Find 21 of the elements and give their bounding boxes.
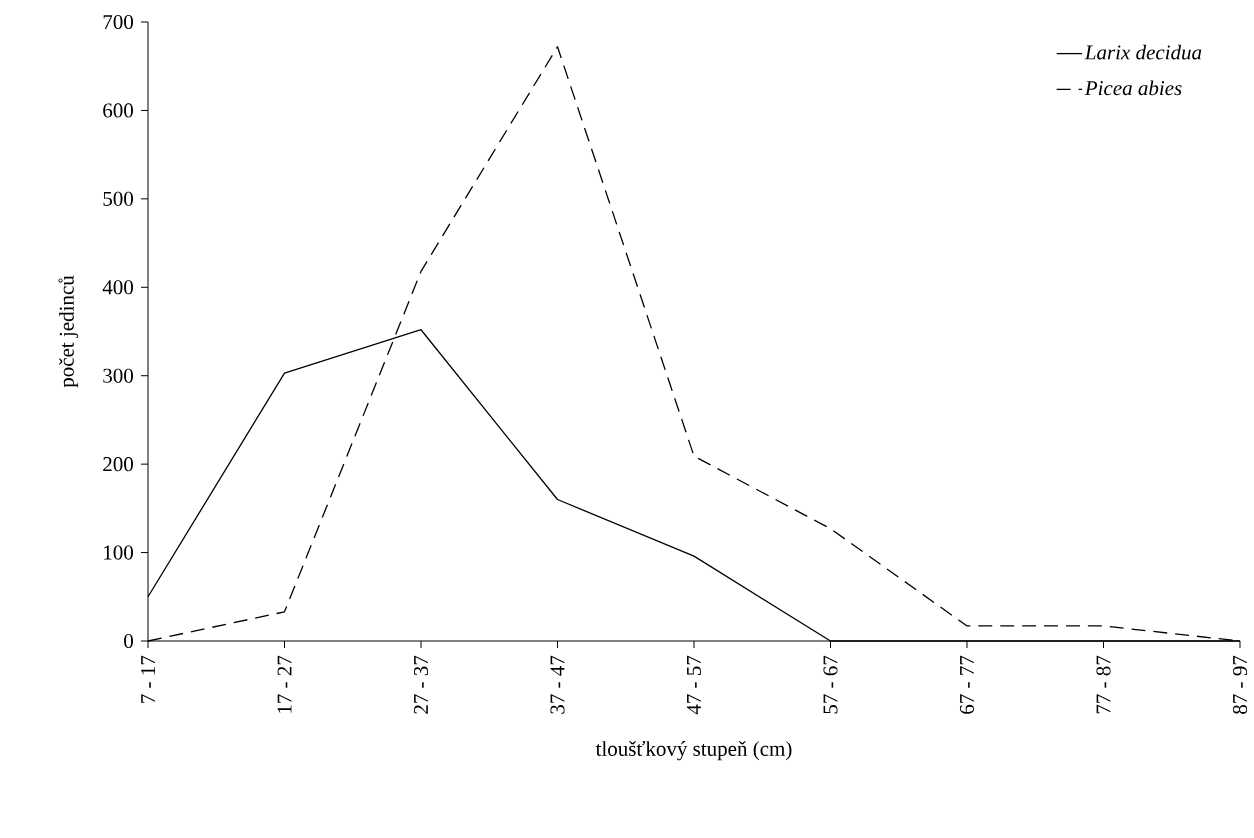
y-tick-label: 300: [103, 368, 134, 383]
y-tick-label: 100: [104, 545, 134, 560]
x-tick-label: 77 - 87: [1096, 655, 1111, 714]
y-tick-label: 500: [103, 191, 134, 206]
y-tick-label: 400: [102, 280, 134, 295]
y-tick-label: 700: [103, 14, 134, 30]
legend-label: Larix decidua: [1084, 44, 1202, 60]
x-tick-label: 57 - 67: [823, 655, 838, 714]
legend-label: Picea abies: [1084, 80, 1182, 96]
x-tick-label: 27 - 37: [413, 655, 429, 714]
x-tick-label: 17 - 27: [277, 655, 292, 713]
x-tick-label: 47 - 57: [686, 655, 702, 715]
y-tick-label: 200: [103, 457, 134, 472]
x-tick-label: 37 - 47: [550, 655, 565, 714]
y-tick-label: 0: [124, 633, 134, 649]
y-axis-title: počet jedinců: [58, 275, 79, 388]
x-tick-label: 7 - 17: [141, 655, 155, 703]
y-tick-label: 600: [103, 103, 134, 118]
x-tick-label: 87 - 97: [1232, 655, 1248, 714]
x-axis-title: tloušťkový stupeň (cm): [595, 740, 792, 761]
x-tick-label: 67 - 77: [959, 655, 975, 714]
